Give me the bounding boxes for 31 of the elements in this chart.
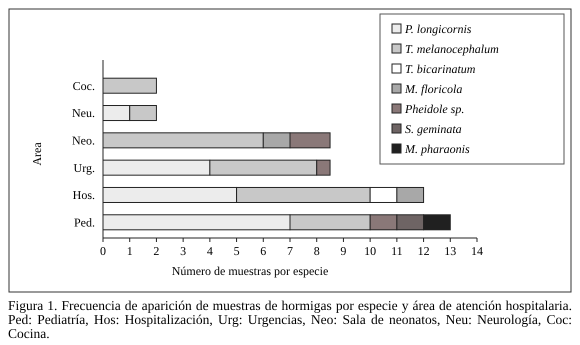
y-tick-label: Hos.: [72, 188, 95, 202]
x-tick-label: 6: [260, 244, 266, 258]
legend-label: T. melanocephalum: [405, 42, 500, 56]
x-tick-label: 9: [340, 244, 346, 258]
y-tick-label: Urg.: [74, 160, 95, 175]
legend-label: M. floricola: [404, 82, 462, 96]
legend-label: T. bicarinatum: [405, 62, 476, 76]
x-tick-label: 2: [153, 244, 160, 258]
x-tick-label: 7: [287, 244, 293, 258]
x-tick-label: 14: [471, 244, 483, 258]
y-tick-label: Neo.: [72, 134, 95, 148]
x-tick-label: 5: [234, 244, 240, 258]
text: Figura 1. Frecuencia de aparición de muestras de hormigas por especie y área de atención hospitalaria. Ped: Pediatría, Hos: Hospitalización, Urg: Urgencias, Neo: Sala de neonatos, Neu: Neurología, Coc: Cocina.: [8, 298, 572, 341]
x-tick-label: 4: [206, 244, 213, 258]
y-tick-label: Ped.: [74, 215, 95, 230]
x-tick-label: 1: [126, 244, 133, 258]
x-tick-label: 13: [444, 244, 456, 258]
x-tick-label: 3: [180, 244, 186, 258]
legend-label: M. pharaonis: [404, 142, 470, 156]
legend-label: S. geminata: [405, 122, 462, 136]
x-tick-label: 10: [364, 244, 376, 258]
x-axis-title: Número de muestras por especie: [172, 264, 328, 278]
legend-label: Pheidole sp.: [404, 102, 464, 116]
x-tick-label: 8: [314, 244, 320, 258]
x-tick-label: 0: [100, 244, 106, 258]
y-tick-label: Coc.: [72, 78, 95, 93]
x-tick-label: 11: [391, 244, 403, 258]
legend-label: P. longicornis: [404, 22, 472, 36]
y-axis-title: Area: [30, 142, 44, 166]
x-tick-label: 12: [418, 244, 430, 258]
y-tick-label: Neu.: [72, 106, 95, 120]
